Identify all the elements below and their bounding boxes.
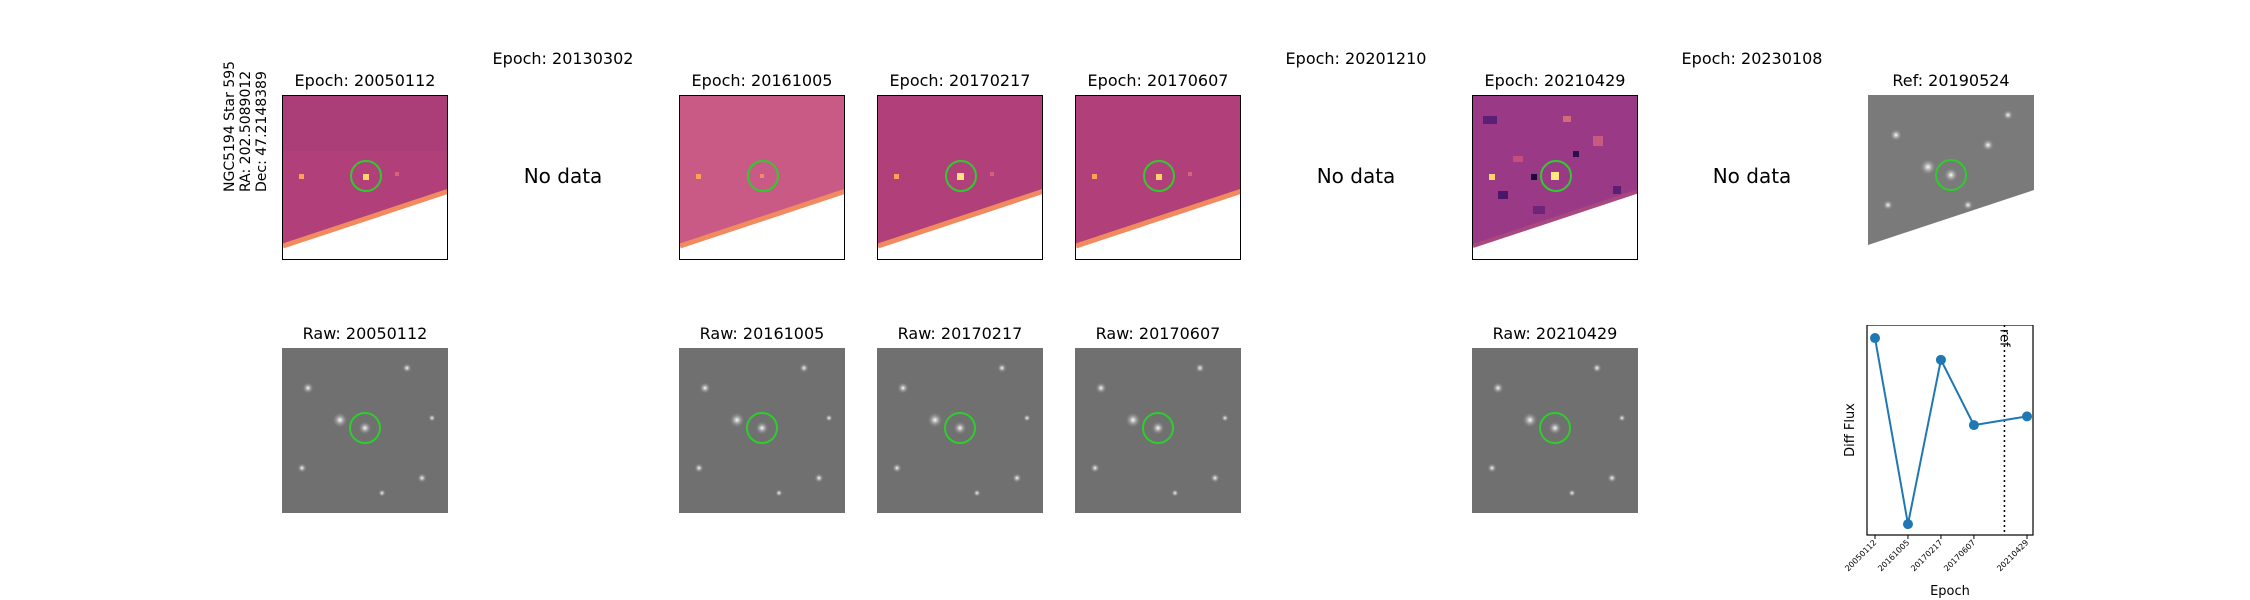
data-point-20161005 — [1902, 519, 1913, 530]
top-title-4: Epoch: 20170217 — [889, 71, 1031, 90]
no-data-20130302: No data — [523, 164, 603, 188]
reference-image — [1868, 95, 2034, 260]
diff-image-20170217 — [877, 95, 1043, 260]
diff-image-20161005 — [679, 95, 845, 260]
raw-image-20170607 — [1075, 348, 1241, 513]
top-title-9: Ref: 20190524 — [1892, 71, 2010, 90]
target-ra: RA: 202.5089012 — [238, 70, 254, 192]
target-row-label: NGC5194 Star 595 RA: 202.5089012 Dec: 47… — [222, 61, 270, 192]
x-axis-label: Epoch — [1930, 584, 1970, 599]
data-point-20170217 — [1935, 354, 1946, 365]
y-axis-label: Diff Flux — [1843, 403, 1858, 457]
top-title-2: Epoch: 20130302 — [492, 49, 634, 68]
x-tick-label-20050112: 20050112 — [1843, 538, 1878, 573]
top-title-6: Epoch: 20201210 — [1285, 49, 1427, 68]
raw-title-7: Raw: 20210429 — [1492, 324, 1618, 343]
data-point-20170607 — [1968, 420, 1979, 431]
reference-line-label: ref — [1996, 329, 2011, 347]
x-tick-label-20161005: 20161005 — [1876, 538, 1911, 573]
target-dec: Dec: 47.2148389 — [254, 71, 270, 192]
top-title-1: Epoch: 20050112 — [294, 71, 436, 90]
lc-frame — [1866, 325, 2034, 536]
raw-image-20210429 — [1472, 348, 1638, 513]
raw-image-20170217 — [877, 348, 1043, 513]
raw-image-20161005 — [679, 348, 845, 513]
x-tick-label-20210429: 20210429 — [1995, 538, 2030, 573]
raw-title-5: Raw: 20170607 — [1095, 324, 1221, 343]
top-title-3: Epoch: 20161005 — [691, 71, 833, 90]
raw-image-20050112 — [282, 348, 448, 513]
raw-title-4: Raw: 20170217 — [897, 324, 1023, 343]
raw-title-3: Raw: 20161005 — [699, 324, 825, 343]
x-tick-label-20170217: 20170217 — [1909, 538, 1944, 573]
diff-image-20210429 — [1472, 95, 1638, 260]
diff-image-20170607 — [1075, 95, 1241, 260]
top-title-7: Epoch: 20210429 — [1484, 71, 1626, 90]
target-name: NGC5194 Star 595 — [222, 60, 238, 192]
data-point-20050112 — [1870, 333, 1880, 344]
no-data-20230108: No data — [1712, 164, 1792, 188]
diff-image-20050112 — [282, 95, 448, 260]
data-point-20210429 — [2022, 411, 2032, 422]
x-tick-label-20170607: 20170607 — [1942, 538, 1977, 573]
raw-title-1: Raw: 20050112 — [302, 324, 428, 343]
top-title-8: Epoch: 20230108 — [1681, 49, 1823, 68]
top-title-5: Epoch: 20170607 — [1087, 71, 1229, 90]
no-data-20201210: No data — [1316, 164, 1396, 188]
